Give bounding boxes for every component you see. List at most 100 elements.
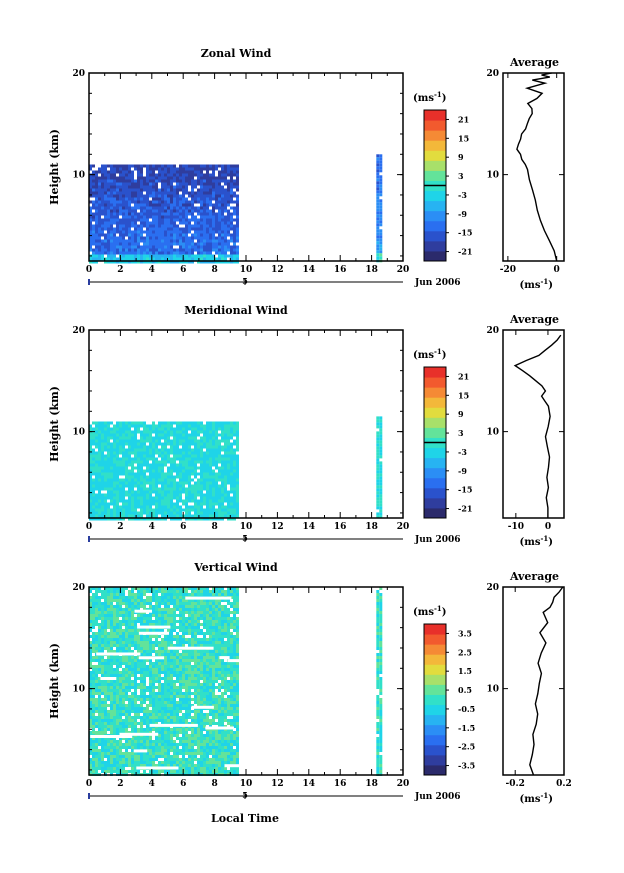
heatmap-cell: [152, 608, 155, 611]
heatmap-cell: [236, 641, 239, 644]
heatmap-cell: [221, 665, 224, 668]
heatmap-cell: [128, 614, 131, 617]
heatmap-cell: [227, 215, 230, 219]
heatmap-cell: [206, 590, 209, 593]
heatmap-cell: [107, 493, 110, 497]
heatmap-cell: [227, 629, 230, 632]
heatmap-cell: [197, 590, 200, 593]
heatmap-cell: [125, 230, 128, 234]
heatmap-cell: [134, 662, 137, 665]
heatmap-cell: [146, 590, 149, 593]
heatmap-cell: [200, 599, 203, 602]
heatmap-cell: [376, 214, 380, 218]
heatmap-cell: [203, 242, 206, 246]
heatmap-cell: [155, 605, 158, 608]
heatmap-cell: [173, 212, 176, 216]
heatmap-cell: [233, 260, 236, 264]
heatmap-cell: [191, 478, 194, 482]
heatmap-cell: [215, 424, 218, 428]
heatmap-cell: [164, 191, 167, 195]
heatmap-cell: [230, 191, 233, 195]
heatmap-cell: [197, 224, 200, 228]
heatmap-cell: [230, 662, 233, 665]
heatmap-cell: [128, 511, 131, 515]
heatmap-cell: [206, 218, 209, 222]
heatmap-cell: [146, 487, 149, 491]
heatmap-cell: [182, 179, 185, 183]
heatmap-cell: [194, 668, 197, 671]
heatmap-cell: [125, 626, 128, 629]
heatmap-cell: [92, 439, 95, 443]
heatmap-cell: [182, 641, 185, 644]
heatmap-cell: [155, 212, 158, 216]
heatmap-cell: [104, 173, 107, 177]
heatmap-cell: [125, 203, 128, 207]
heatmap-cell: [176, 424, 179, 428]
heatmap-cell: [200, 587, 203, 590]
heatmap-cell: [89, 505, 92, 509]
heatmap-cell: [152, 176, 155, 180]
heatmap-cell: [200, 254, 203, 258]
heatmap-cell: [206, 626, 209, 629]
heatmap-cell: [149, 176, 152, 180]
heatmap-cell: [119, 173, 122, 177]
heatmap-cell: [143, 668, 146, 671]
heatmap-cell: [182, 182, 185, 186]
heatmap-cell: [167, 638, 170, 641]
heatmap-cell: [143, 254, 146, 258]
heatmap-cell: [176, 227, 179, 231]
heatmap-cell: [188, 674, 191, 677]
heatmap-cell: [95, 203, 98, 207]
heatmap-cell: [179, 248, 182, 252]
heatmap-cell: [212, 632, 215, 635]
heatmap-cell: [188, 508, 191, 512]
heatmap-cell: [149, 239, 152, 243]
heatmap-cell: [107, 608, 110, 611]
heatmap-cell: [233, 433, 236, 437]
heatmap-cell: [236, 248, 239, 252]
heatmap-cell: [185, 421, 188, 425]
heatmap-cell: [209, 445, 212, 449]
heatmap-cell: [215, 427, 218, 431]
heatmap-cell: [233, 620, 236, 623]
heatmap-cell: [170, 239, 173, 243]
heatmap-cell: [227, 614, 230, 617]
heatmap-cell: [146, 424, 149, 428]
heatmap-cell: [110, 605, 113, 608]
heatmap-cell: [134, 242, 137, 246]
heatmap-cell: [125, 605, 128, 608]
heatmap-cell: [185, 233, 188, 237]
heatmap-cell: [107, 590, 110, 593]
heatmap-cell: [230, 499, 233, 503]
heatmap-cell: [140, 662, 143, 665]
x-tick-label: 20: [397, 522, 410, 532]
heatmap-cell: [218, 173, 221, 177]
heatmap-cell: [113, 257, 116, 261]
heatmap-cell: [212, 587, 215, 590]
heatmap-cell: [167, 185, 170, 189]
heatmap-cell: [170, 674, 173, 677]
heatmap-cell: [158, 508, 161, 512]
heatmap-cell: [197, 505, 200, 509]
heatmap-cell: [149, 605, 152, 608]
heatmap-cell: [143, 608, 146, 611]
heatmap-cell: [170, 182, 173, 186]
heatmap-cell: [104, 659, 107, 662]
heatmap-cell: [107, 469, 110, 473]
heatmap-cell: [185, 436, 188, 440]
heatmap-cell: [206, 668, 209, 671]
heatmap-cell: [125, 427, 128, 431]
heatmap-cell: [137, 650, 140, 653]
heatmap-cell: [92, 257, 95, 261]
heatmap-cell: [173, 218, 176, 222]
heatmap-cell: [197, 176, 200, 180]
heatmap-cell: [194, 490, 197, 494]
heatmap-cell: [137, 448, 140, 452]
heatmap-cell: [227, 626, 230, 629]
heatmap-cell: [92, 677, 95, 680]
heatmap-cell: [161, 665, 164, 668]
heatmap-cell: [215, 517, 218, 521]
heatmap-cell: [227, 650, 230, 653]
heatmap-cell: [224, 623, 227, 626]
heatmap-cell: [200, 445, 203, 449]
